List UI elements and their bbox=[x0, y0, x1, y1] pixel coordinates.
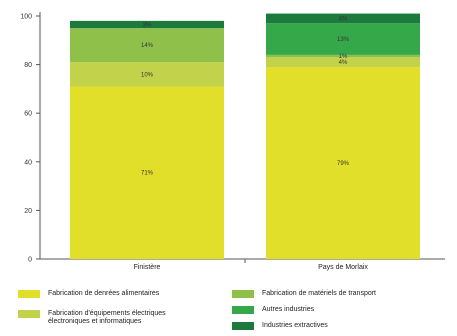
y-tick-label: 100 bbox=[20, 14, 32, 21]
legend-swatch bbox=[232, 290, 254, 298]
legend-swatch bbox=[18, 310, 40, 318]
legend-item-transport: Fabrication de matériels de transport bbox=[232, 290, 376, 298]
bar-segment bbox=[266, 57, 420, 68]
legend-label: Autres industries bbox=[262, 306, 315, 313]
y-tick-label: 80 bbox=[24, 62, 32, 69]
data-label: 71% bbox=[141, 171, 154, 177]
data-label: 4% bbox=[339, 60, 348, 66]
y-tick-label: 20 bbox=[24, 208, 32, 215]
legend-label: Fabrication de denrées alimentaires bbox=[48, 290, 160, 297]
bar-segment bbox=[266, 23, 420, 55]
data-label: 79% bbox=[337, 161, 350, 167]
bar-segment bbox=[70, 86, 224, 259]
legend-item-alimentaires: Fabrication de denrées alimentaires bbox=[18, 290, 159, 298]
y-tick-label: 60 bbox=[24, 111, 32, 118]
bar-segment bbox=[266, 67, 420, 259]
legend-label: Industries extractives bbox=[262, 322, 328, 329]
bar-segment bbox=[70, 28, 224, 63]
legend-swatch bbox=[18, 290, 40, 298]
data-label: 13% bbox=[337, 37, 350, 43]
legend-swatch bbox=[232, 322, 254, 330]
data-label: 1% bbox=[339, 54, 348, 60]
bar-segment bbox=[266, 54, 420, 58]
bars bbox=[70, 13, 420, 259]
bar-segment bbox=[266, 13, 420, 24]
legend: Fabrication de denrées alimentaires Fabr… bbox=[0, 284, 457, 336]
legend-item-extractives: Industries extractives bbox=[232, 322, 328, 330]
data-label: 3% bbox=[143, 23, 152, 29]
legend-label: Fabrication d'équipements électriques él… bbox=[48, 310, 166, 325]
legend-item-autres: Autres industries bbox=[232, 306, 314, 314]
data-label: 14% bbox=[141, 43, 154, 49]
bar-segment bbox=[70, 62, 224, 87]
x-tick-label: Finistère bbox=[134, 264, 161, 271]
y-tick-label: 40 bbox=[24, 159, 32, 166]
legend-item-equipements: Fabrication d'équipements électriques él… bbox=[18, 310, 166, 326]
x-tick-label: Pays de Morlaix bbox=[318, 264, 368, 271]
y-tick-label: 0 bbox=[28, 257, 32, 264]
legend-swatch bbox=[232, 306, 254, 314]
data-label: 4% bbox=[339, 16, 348, 22]
data-label: 10% bbox=[141, 72, 154, 78]
legend-label: Fabrication de matériels de transport bbox=[262, 290, 376, 297]
bar-segment bbox=[70, 20, 224, 29]
